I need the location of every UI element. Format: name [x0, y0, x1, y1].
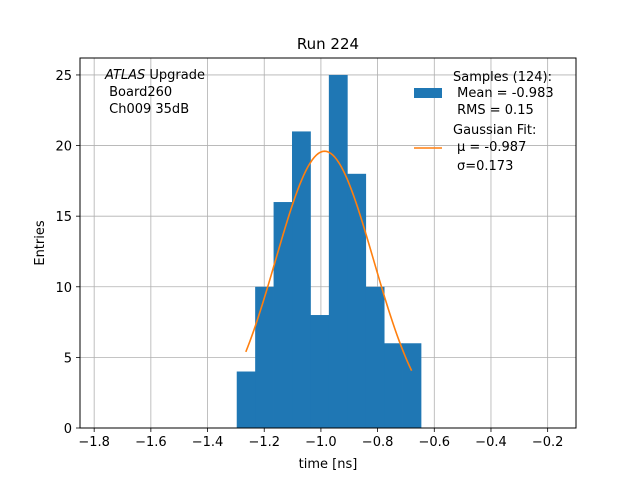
histogram-bar	[292, 131, 311, 428]
legend-hist-line-1: Samples (124):	[453, 70, 552, 85]
legend-fit-line-1: Gaussian Fit:	[453, 123, 536, 138]
y-tick-label: 20	[55, 140, 72, 155]
histogram-bar	[273, 202, 293, 428]
chart-title: Run 224	[297, 35, 359, 53]
grid	[80, 58, 576, 429]
plot-frame	[79, 57, 577, 429]
y-tick-label: 25	[55, 69, 72, 84]
x-tick-label: −1.6	[135, 435, 167, 450]
annotation-line-3: Ch009 35dB	[105, 102, 189, 117]
histogram-bar	[236, 371, 256, 428]
x-tick-label: −0.4	[475, 435, 507, 450]
annotation-line-1: ATLAS Upgrade	[104, 68, 205, 83]
x-tick-label: −0.6	[418, 435, 450, 450]
legend-hist-line-3: RMS = 0.15	[453, 103, 534, 118]
x-tick-label: −1.0	[305, 435, 337, 450]
gaussian-fit-curve	[245, 150, 413, 372]
legend-hist-line-2: Mean = -0.983	[453, 86, 554, 101]
y-tick-label: 10	[55, 281, 72, 296]
x-tick-label: −0.2	[532, 435, 564, 450]
histogram-bars	[236, 74, 422, 428]
histogram-bar	[347, 173, 367, 428]
x-tick-label: −1.2	[248, 435, 280, 450]
legend-fit-line-2: μ = -0.987	[457, 140, 526, 155]
x-tick-label: −1.4	[192, 435, 224, 450]
legend-fit-line-3: σ=0.173	[457, 159, 513, 174]
x-axis-label: time [ns]	[299, 457, 358, 472]
x-tick-label: −0.8	[362, 435, 394, 450]
x-axis-ticks: −1.8 −1.6 −1.4 −1.2 −1.0 −0.8 −0.6 −0.4 −0.2	[78, 428, 563, 450]
legend-hist-swatch	[414, 88, 442, 98]
y-axis-label: Entries	[33, 220, 48, 266]
fit-curve-group	[245, 150, 413, 372]
atlas-annotation: ATLAS Upgrade Board260 Ch009 35dB	[104, 68, 205, 117]
y-tick-label: 5	[64, 351, 72, 366]
histogram-bar	[255, 286, 274, 428]
histogram-bar	[384, 343, 403, 428]
histogram-bar	[310, 315, 330, 428]
legend: Samples (124): Mean = -0.983 RMS = 0.15 …	[414, 70, 554, 174]
x-tick-label: −1.8	[78, 435, 110, 450]
histogram-bar	[402, 343, 422, 428]
annotation-line-2: Board260	[105, 85, 172, 100]
histogram-bar	[328, 74, 348, 428]
y-tick-label: 15	[55, 210, 72, 225]
histogram-bar	[365, 286, 385, 428]
y-tick-label: 0	[64, 422, 72, 437]
y-axis-ticks: 0 5 10 15 20 25	[55, 69, 80, 437]
